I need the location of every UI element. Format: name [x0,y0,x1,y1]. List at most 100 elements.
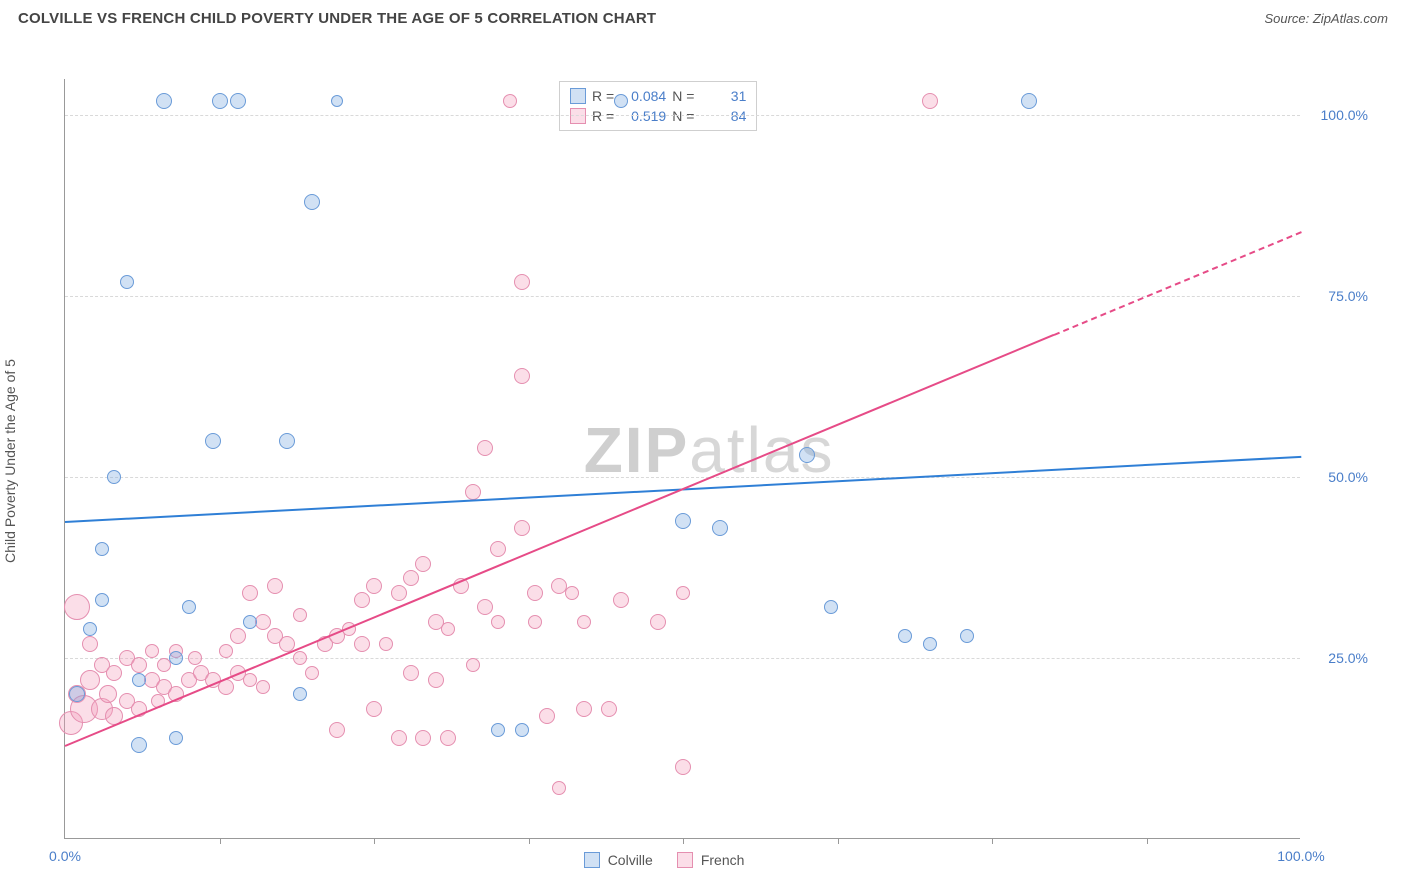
data-point-b [82,636,98,652]
data-point-b [441,622,455,636]
series-legend-item: French [677,852,745,868]
data-point-a [107,470,121,484]
data-point-b [490,541,506,557]
series-legend-label: Colville [608,852,653,868]
gridline [65,477,1300,478]
data-point-a [515,723,529,737]
data-point-a [230,93,246,109]
data-point-b [99,685,117,703]
data-point-a [293,687,307,701]
data-point-a [131,737,147,753]
data-point-b [440,730,456,746]
source-attribution: Source: ZipAtlas.com [1264,11,1388,26]
legend-swatch [677,852,693,868]
data-point-b [366,701,382,717]
series-legend: Colville French [584,852,745,868]
data-point-b [391,585,407,601]
data-point-b [491,615,505,629]
data-point-a [614,94,628,108]
data-point-a [132,673,146,687]
data-point-b [293,608,307,622]
data-point-a [304,194,320,210]
data-point-a [675,513,691,529]
legend-stat-label: R = [592,88,614,104]
gridline [65,115,1300,116]
data-point-b [131,657,147,673]
data-point-b [503,94,517,108]
data-point-a [156,93,172,109]
source-name: ZipAtlas.com [1313,11,1388,26]
data-point-b [106,665,122,681]
data-point-b [477,599,493,615]
data-point-b [391,730,407,746]
data-point-a [243,615,257,629]
data-point-b [403,665,419,681]
y-tick-label: 100.0% [1321,107,1368,123]
data-point-a [95,542,109,556]
data-point-b [80,670,100,690]
data-point-b [366,578,382,594]
y-axis-label: Child Poverty Under the Age of 5 [2,359,18,563]
chart-area: Child Poverty Under the Age of 5 ZIPatla… [18,33,1388,889]
x-tick-mark [374,838,375,844]
data-point-b [922,93,938,109]
data-point-b [613,592,629,608]
data-point-a [923,637,937,651]
data-point-a [898,629,912,643]
plot-area: ZIPatlas R =0.084N =31R =0.519N =84 Colv… [64,79,1300,839]
data-point-b [465,484,481,500]
data-point-b [576,701,592,717]
data-point-b [675,759,691,775]
data-point-b [539,708,555,724]
data-point-b [305,666,319,680]
y-tick-label: 50.0% [1328,469,1368,485]
data-point-b [64,594,90,620]
stats-legend: R =0.084N =31R =0.519N =84 [559,81,757,131]
data-point-b [477,440,493,456]
data-point-a [83,622,97,636]
data-point-b [565,586,579,600]
legend-swatch [584,852,600,868]
chart-title: COLVILLE VS FRENCH CHILD POVERTY UNDER T… [18,10,656,27]
data-point-a [182,600,196,614]
data-point-b [415,556,431,572]
data-point-a [960,629,974,643]
data-point-a [120,275,134,289]
stats-legend-row: R =0.084N =31 [570,86,746,106]
data-point-b [188,651,202,665]
data-point-b [293,651,307,665]
gridline [65,296,1300,297]
y-tick-label: 75.0% [1328,288,1368,304]
data-point-a [824,600,838,614]
data-point-b [514,520,530,536]
data-point-b [650,614,666,630]
data-point-b [267,578,283,594]
data-point-b [676,586,690,600]
data-point-a [212,93,228,109]
data-point-b [466,658,480,672]
data-point-a [712,520,728,536]
data-point-b [577,615,591,629]
data-point-b [514,368,530,384]
data-point-a [169,731,183,745]
watermark-zip: ZIP [584,414,690,486]
data-point-b [354,636,370,652]
x-tick-mark [529,838,530,844]
data-point-b [230,628,246,644]
data-point-b [552,781,566,795]
legend-stat-label: N = [672,88,694,104]
data-point-a [1021,93,1037,109]
data-point-b [256,680,270,694]
data-point-a [95,593,109,607]
x-tick-label: 100.0% [1277,848,1324,864]
data-point-b [329,722,345,738]
data-point-a [279,433,295,449]
data-point-b [514,274,530,290]
data-point-a [69,686,85,702]
y-tick-label: 25.0% [1328,650,1368,666]
series-legend-label: French [701,852,745,868]
x-tick-mark [683,838,684,844]
x-tick-mark [1147,838,1148,844]
data-point-b [354,592,370,608]
data-point-a [169,651,183,665]
